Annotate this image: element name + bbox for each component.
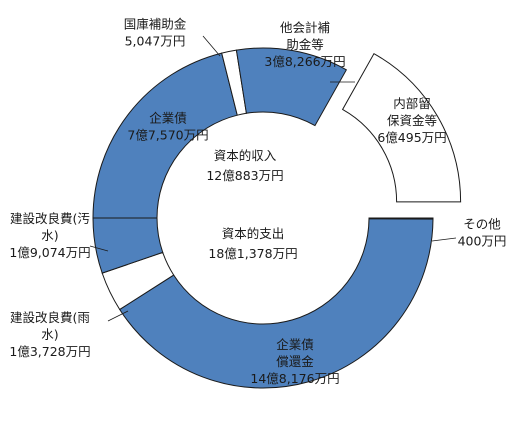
leader-国庫補助金 — [202, 35, 221, 57]
slices-layer — [92, 47, 462, 389]
label-建設改良費汚水: 建設改良費(汚水) 1億9,074万円 — [9, 211, 90, 260]
leader-lines-layer — [89, 35, 457, 322]
label-建設改良費雨水: 建設改良費(雨水) 1億3,728万円 — [9, 310, 90, 359]
label-他会計補助金等: 他会計補助金等 3億8,266万円 — [264, 20, 345, 69]
leader-建設改良費雨水 — [107, 310, 129, 322]
label-企業債償還金: 企業債償還金 14億8,176万円 — [250, 337, 339, 386]
leader-その他 — [431, 237, 457, 242]
slice-建設改良費汚水 — [92, 217, 164, 274]
leader-建設改良費汚水 — [89, 245, 109, 252]
slice-内部留保資金等 — [341, 52, 462, 203]
label-企業債: 企業債 7億7,570万円 — [127, 111, 208, 143]
label-内部留保資金等: 内部留保資金等 6億495万円 — [377, 96, 446, 145]
center-label-income: 資本的収入 12億883万円 — [206, 148, 283, 183]
slice-企業債償還金 — [119, 218, 434, 389]
center-label-expenditure: 資本的支出 18億1,378万円 — [208, 226, 297, 261]
label-国庫補助金: 国庫補助金 5,047万円 — [124, 17, 187, 49]
slice-他会計補助金等 — [235, 47, 348, 127]
label-その他: その他 400万円 — [458, 217, 507, 249]
